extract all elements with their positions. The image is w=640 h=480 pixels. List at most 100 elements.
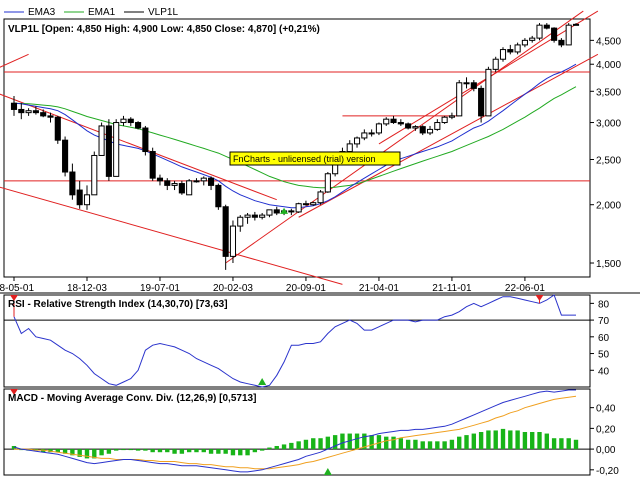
candle-body — [40, 112, 47, 117]
candle — [54, 115, 61, 144]
macd-hist-bar — [384, 436, 389, 450]
candle — [434, 119, 441, 131]
candle — [83, 185, 91, 210]
candle-body — [448, 115, 455, 118]
candle — [543, 23, 550, 30]
candle — [215, 183, 222, 210]
macd-hist-bar — [559, 438, 564, 450]
macd-hist-bar — [55, 449, 60, 453]
candle-body — [62, 139, 69, 173]
candle — [156, 174, 164, 186]
macd-hist-bar — [537, 432, 542, 450]
candle — [40, 109, 47, 118]
macd-hist-bar — [106, 449, 112, 454]
price-ytick-label-2: 2,500 — [596, 155, 621, 166]
candle-body — [251, 214, 258, 218]
macd-hist-bar — [566, 438, 571, 450]
candle — [91, 151, 98, 196]
candle-body — [237, 216, 244, 227]
candle-body — [91, 154, 98, 196]
price-xtick-label-7: 22-06-01 — [505, 283, 545, 294]
macd-hist-bar — [303, 439, 309, 450]
candle-body — [485, 68, 492, 117]
candle — [259, 212, 266, 220]
candle-body — [295, 203, 302, 213]
macd-hist-bar — [41, 449, 46, 453]
candle — [361, 129, 368, 141]
candle-body — [215, 184, 222, 208]
candle-body — [266, 209, 273, 216]
candle-body — [368, 132, 375, 135]
candle — [98, 122, 105, 156]
candle — [120, 115, 127, 126]
price-xtick-label-3: 20-02-03 — [213, 283, 253, 294]
candle-body — [405, 123, 412, 129]
price-xtick-label-1: 18-12-03 — [67, 283, 107, 294]
rsi-ytick-label-1: 50 — [598, 350, 610, 361]
candle-body — [10, 102, 18, 110]
macd-hist-bar — [121, 449, 126, 451]
candle — [499, 47, 507, 62]
candle-body — [186, 180, 193, 196]
macd-hist-bar — [62, 449, 68, 454]
macd-hist-bar — [427, 441, 433, 450]
candle-body — [259, 214, 266, 218]
candle-body — [551, 27, 558, 41]
candle-body — [456, 82, 463, 117]
candle — [251, 211, 258, 221]
candle — [171, 180, 178, 191]
macd-hist-bar — [551, 438, 557, 450]
candle — [565, 23, 572, 46]
candle — [47, 112, 54, 123]
candle — [448, 112, 455, 120]
candle — [10, 95, 18, 116]
macd-hist-bar — [332, 435, 338, 450]
candle-body — [105, 125, 112, 177]
candle-body — [346, 143, 353, 153]
candle — [529, 35, 536, 43]
candle-body — [419, 126, 426, 134]
macd-hist-bar — [376, 435, 382, 450]
macd-hist-bar — [573, 439, 579, 450]
candle-body — [18, 108, 25, 114]
candle — [310, 201, 317, 206]
candle-body — [353, 137, 361, 145]
candle-body — [244, 214, 251, 218]
candle — [558, 38, 565, 48]
macd-hist-bar — [48, 449, 53, 453]
rsi-ytick-label-4: 80 — [598, 299, 610, 310]
macd-hist-bar — [442, 441, 447, 450]
candle-body — [529, 37, 536, 41]
macd-hist-bar — [143, 449, 148, 451]
macd-hist-bar — [530, 432, 535, 450]
candle — [18, 103, 25, 120]
legend-label-0: EMA3 — [28, 7, 56, 18]
macd-hist-bar — [216, 449, 221, 454]
candle — [551, 27, 558, 43]
candle-body — [397, 122, 404, 125]
candle — [222, 204, 229, 270]
candle-body — [565, 24, 572, 46]
macd-hist-bar — [493, 430, 498, 450]
buy-arrow-marker — [280, 207, 289, 214]
candle — [383, 117, 390, 126]
candle — [105, 119, 112, 181]
candle-body — [375, 123, 382, 134]
candle — [405, 122, 412, 130]
candle-body — [499, 49, 507, 60]
price-xtick-label-0: 18-05-01 — [0, 283, 34, 294]
price-title: VLP1L [Open: 4,850 High: 4,900 Low: 4,85… — [8, 24, 320, 35]
candle — [200, 176, 207, 186]
candle-body — [478, 87, 485, 117]
macd-hist-bar — [201, 449, 206, 453]
candle-body — [76, 189, 83, 206]
candle-body — [521, 39, 528, 46]
macd-hist-bar — [500, 428, 506, 450]
macd-hist-bar — [435, 441, 440, 450]
candle — [441, 115, 448, 124]
macd-hist-bar — [238, 449, 243, 456]
rsi-ytick-label-2: 60 — [598, 333, 610, 344]
candle-body — [200, 177, 207, 182]
candle-body — [156, 177, 164, 182]
macd-hist-bar — [128, 449, 133, 451]
